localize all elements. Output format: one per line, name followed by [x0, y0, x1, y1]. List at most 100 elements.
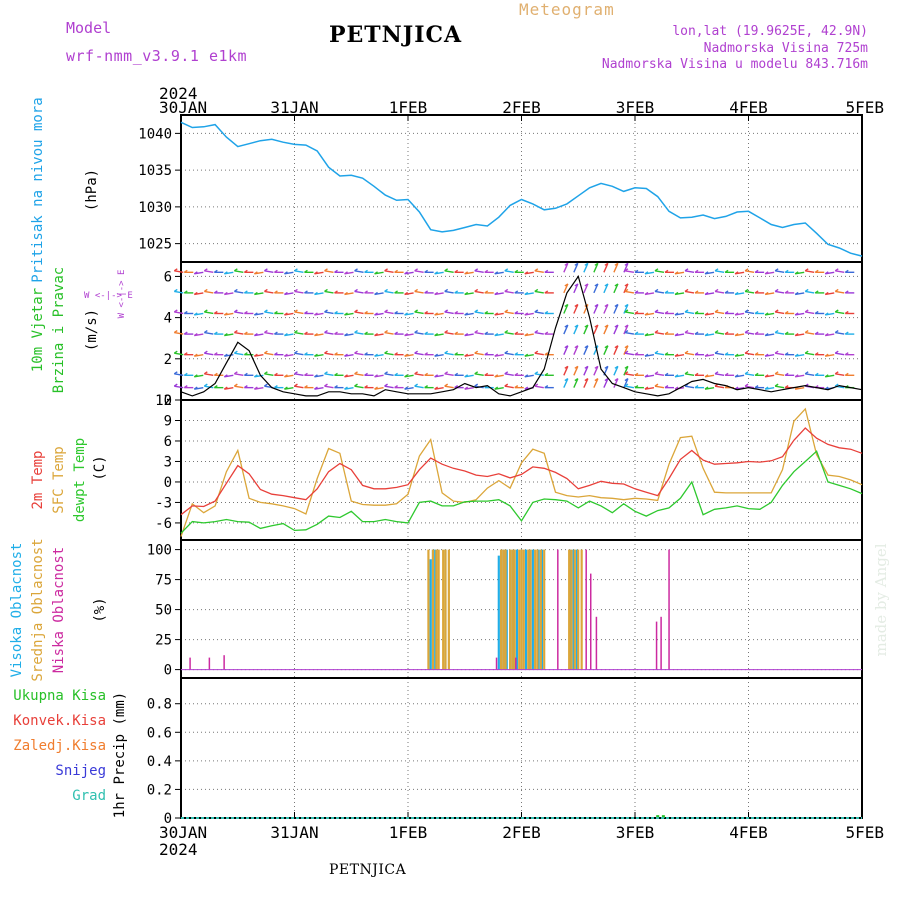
wind-arrow — [744, 290, 755, 294]
y-tick-label-wind: 4 — [164, 311, 172, 327]
wind-compass: W <-|-> E — [117, 270, 127, 319]
wind-arrow — [204, 270, 214, 273]
wind-arrow — [603, 283, 609, 294]
wind-arrow-head — [664, 372, 669, 376]
wind-arrow-head — [644, 312, 649, 316]
wind-arrow-head — [354, 309, 358, 313]
wind-arrow-head — [774, 350, 779, 354]
wind-arrow-head — [394, 290, 398, 294]
wind-arrow-head — [404, 386, 408, 390]
wind-arrow-head — [394, 372, 398, 376]
wind-arrow-head — [183, 372, 188, 376]
wind-arrow-head — [624, 324, 629, 328]
wind-arrow — [444, 331, 454, 335]
wind-arrow-head — [664, 310, 669, 315]
wind-arrow-head — [624, 365, 629, 369]
wind-arrow-head — [604, 283, 609, 287]
wind-arrow — [714, 290, 725, 294]
wind-arrow-head — [384, 371, 388, 375]
wind-arrow-head — [494, 386, 499, 390]
wind-arrow-head — [754, 310, 759, 315]
wind-arrow-head — [514, 372, 519, 376]
wind-arrow-head — [334, 385, 338, 389]
wind-arrow-head — [474, 309, 479, 313]
x-tick-label-bottom: 30JAN — [159, 823, 207, 842]
wind-arrow — [714, 385, 725, 389]
wind-arrow-head — [233, 268, 238, 272]
wind-arrow-head — [424, 290, 429, 294]
wind-arrow-head — [734, 271, 739, 275]
wind-arrow — [324, 331, 334, 335]
wind-arrow-head — [454, 310, 459, 315]
wind-arrow-head — [514, 352, 519, 356]
wind-arrow-head — [364, 290, 368, 294]
wind-arrow — [264, 290, 274, 294]
wind-arrow-head — [304, 352, 308, 356]
wind-arrow-head — [354, 330, 358, 334]
wind-arrow — [573, 324, 579, 335]
wind-arrow-head — [514, 290, 519, 294]
precip-legend-item: Zaledj.Kisa — [13, 738, 106, 754]
wind-arrow-head — [233, 288, 238, 292]
wind-arrow-head — [264, 288, 268, 292]
wind-arrow-head — [544, 290, 549, 294]
wind-arrow-head — [714, 309, 719, 313]
wind-arrow — [775, 385, 785, 389]
wind-arrow — [583, 283, 589, 294]
wind-arrow — [174, 311, 184, 315]
wind-arrow-head — [624, 330, 629, 334]
wind-arrow-head — [594, 324, 599, 328]
y-tick-label-pressure: 1035 — [138, 163, 172, 179]
wind-arrow-head — [484, 290, 489, 294]
y-tick-label-pressure: 1040 — [138, 126, 172, 142]
wind-arrow-head — [484, 269, 489, 273]
y-tick-label-precip: 0.8 — [147, 697, 172, 713]
wind-arrow-head — [284, 291, 288, 295]
x-tick-label-bottom: 31JAN — [270, 823, 318, 842]
wind-arrow — [354, 331, 364, 335]
wind-arrow-head — [374, 291, 378, 295]
precip-legend-item: Ukupna Kisa — [13, 688, 106, 704]
wind-arrow — [623, 263, 629, 273]
wind-arrow-head — [344, 333, 348, 337]
wind-arrow — [775, 311, 785, 315]
wind-arrow — [624, 352, 635, 356]
wind-arrow — [384, 352, 394, 356]
wind-arrow-head — [494, 374, 499, 378]
wind-arrow-head — [173, 383, 178, 387]
wind-arrow-head — [364, 372, 368, 376]
wind-arrow-head — [794, 333, 799, 337]
wind-arrow — [174, 290, 184, 294]
wind-arrow-head — [684, 268, 689, 272]
wind-arrow-head — [354, 268, 358, 272]
wind-arrow-head — [394, 269, 398, 273]
wind-arrow-head — [384, 288, 388, 292]
wind-arrow-head — [374, 271, 378, 275]
wind-arrow — [444, 270, 454, 273]
y-tick-label-precip: 0.2 — [147, 782, 172, 798]
wind-arrow-head — [434, 271, 439, 275]
wind-arrow-head — [624, 288, 629, 292]
wind-arrow-head — [604, 378, 609, 382]
wind-arrow-head — [824, 271, 829, 275]
wind-arrow-head — [674, 353, 679, 357]
precip-ylabel: 1hr Precip (mm) — [112, 692, 128, 818]
wind-arrow-head — [474, 330, 479, 334]
wind-unit: (m/s) — [84, 309, 100, 351]
wind-arrow-head — [584, 283, 589, 287]
wind-arrow-head — [774, 330, 779, 334]
wind-arrow — [624, 311, 635, 315]
wind-arrow-head — [614, 345, 619, 349]
wind-arrow-head — [324, 330, 328, 334]
precip-legend-item: Grad — [72, 788, 106, 804]
model-elevation-label: Nadmorska Visina u modelu 843.716m — [601, 57, 868, 72]
wind-arrow-head — [764, 353, 769, 357]
wind-arrow-head — [594, 262, 599, 266]
wind-arrow — [613, 345, 619, 355]
y-tick-label-clouds: 75 — [155, 573, 172, 589]
wind-arrow-head — [424, 352, 429, 356]
wind-arrow-head — [344, 312, 348, 316]
wind-arrow — [354, 373, 364, 376]
wind-arrow-head — [414, 309, 419, 313]
wind-arrow-head — [374, 374, 378, 378]
